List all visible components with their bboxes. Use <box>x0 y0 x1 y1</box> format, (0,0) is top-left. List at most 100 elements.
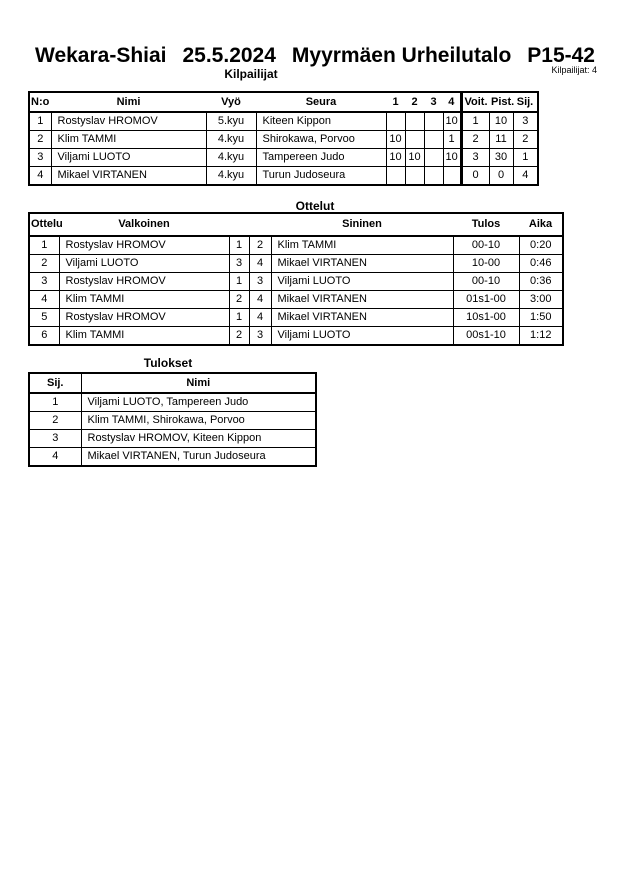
match-result: 00-10 <box>452 235 520 255</box>
col-header-match: Ottelu <box>29 213 63 237</box>
competitor-belt: 4.kyu <box>205 130 257 149</box>
competitor-name: Mikael VIRTANEN <box>50 166 207 186</box>
competitor-row: 2 Klim TAMMI 4.kyu Shirokawa, Porvoo 10 … <box>28 130 539 149</box>
white-competitor: Klim TAMMI <box>58 326 230 346</box>
score-vs-3 <box>423 111 444 131</box>
col-header-blue: Sininen <box>271 213 453 237</box>
competitor-wins: 1 <box>459 111 490 131</box>
match-result: 00s1-10 <box>452 326 520 346</box>
col-header-white: Valkoinen <box>59 213 229 237</box>
competitors-count-label: Kilpailijat: 4 <box>551 65 597 75</box>
competitor-club: Shirokawa, Porvoo <box>255 130 387 149</box>
score-vs-4: 10 <box>442 148 462 167</box>
blue-competitor-number: 3 <box>248 326 272 346</box>
result-place: 4 <box>28 447 82 467</box>
blue-competitor-number: 2 <box>248 235 272 255</box>
matches-header-row: Ottelu Valkoinen Sininen Tulos Aika <box>29 213 563 237</box>
match-number: 5 <box>28 308 60 327</box>
competitor-belt: 4.kyu <box>205 148 257 167</box>
score-vs-4 <box>442 166 462 186</box>
white-competitor-number: 2 <box>228 326 250 346</box>
col-header-wins: Voit. <box>459 92 489 113</box>
col-header-club: Seura <box>256 92 386 113</box>
competitor-points: 0 <box>488 166 514 186</box>
white-competitor: Rostyslav HROMOV <box>58 272 230 291</box>
blue-competitor-number: 4 <box>248 254 272 273</box>
result-name: Klim TAMMI, Shirokawa, Porvoo <box>80 411 317 430</box>
result-place: 1 <box>28 392 82 412</box>
competitor-wins: 3 <box>459 148 490 167</box>
competitors-section-title: Kilpailijat <box>224 67 278 81</box>
blue-competitor-number: 4 <box>248 308 272 327</box>
competitor-number: 1 <box>28 111 52 131</box>
score-vs-2 <box>404 130 425 149</box>
score-vs-2 <box>404 111 425 131</box>
match-result: 01s1-00 <box>452 290 520 309</box>
matches-table: Ottelu Valkoinen Sininen Tulos Aika 1 Ro… <box>28 212 564 346</box>
competitor-place: 1 <box>512 148 539 167</box>
match-number: 6 <box>28 326 60 346</box>
white-competitor-number: 1 <box>228 272 250 291</box>
matches-section-title: Ottelut <box>295 199 335 213</box>
competitor-name: Klim TAMMI <box>50 130 207 149</box>
result-name: Mikael VIRTANEN, Turun Judoseura <box>80 447 317 467</box>
col-header-r2: 2 <box>405 92 424 113</box>
competitor-place: 4 <box>512 166 539 186</box>
match-number: 4 <box>28 290 60 309</box>
result-place: 2 <box>28 411 82 430</box>
col-header-result: Tulos <box>453 213 519 237</box>
event-date: 25.5.2024 <box>182 44 276 67</box>
match-row: 2 Viljami LUOTO 3 4 Mikael VIRTANEN 10-0… <box>28 254 564 273</box>
col-header-place: Sij. <box>28 373 82 394</box>
col-header-blue-no <box>249 213 271 237</box>
event-name: Wekara-Shiai <box>35 44 167 67</box>
score-vs-4: 1 <box>442 130 462 149</box>
score-vs-1 <box>385 111 406 131</box>
competitor-club: Turun Judoseura <box>255 166 387 186</box>
white-competitor-number: 1 <box>228 235 250 255</box>
competitor-belt: 5.kyu <box>205 111 257 131</box>
competitor-row: 3 Viljami LUOTO 4.kyu Tampereen Judo 10 … <box>28 148 539 167</box>
score-vs-3 <box>423 166 444 186</box>
competitor-number: 4 <box>28 166 52 186</box>
result-row: 4 Mikael VIRTANEN, Turun Judoseura <box>28 447 317 467</box>
blue-competitor-number: 3 <box>248 272 272 291</box>
results-header-row: Sij. Nimi <box>28 373 317 394</box>
score-vs-1 <box>385 166 406 186</box>
col-header-name: Nimi <box>51 92 206 113</box>
score-vs-1: 10 <box>385 130 406 149</box>
match-time: 0:20 <box>518 235 564 255</box>
match-row: 5 Rostyslav HROMOV 1 4 Mikael VIRTANEN 1… <box>28 308 564 327</box>
col-header-points: Pist. <box>489 92 514 113</box>
competitor-name: Rostyslav HROMOV <box>50 111 207 131</box>
white-competitor: Rostyslav HROMOV <box>58 235 230 255</box>
blue-competitor: Viljami LUOTO <box>270 272 454 291</box>
competitors-header-row: N:o Nimi Vyö Seura 1 2 3 4 Voit. Pist. S… <box>29 92 538 113</box>
result-name: Viljami LUOTO, Tampereen Judo <box>80 392 317 412</box>
category-code: P15-42 <box>527 44 595 67</box>
competitor-place: 3 <box>512 111 539 131</box>
event-venue: Myyrmäen Urheilutalo <box>291 44 512 67</box>
competitor-row: 4 Mikael VIRTANEN 4.kyu Turun Judoseura … <box>28 166 539 186</box>
col-header-r4: 4 <box>443 92 461 113</box>
match-time: 1:12 <box>518 326 564 346</box>
col-header-belt: Vyö <box>206 92 256 113</box>
blue-competitor: Mikael VIRTANEN <box>270 290 454 309</box>
white-competitor-number: 3 <box>228 254 250 273</box>
competitor-belt: 4.kyu <box>205 166 257 186</box>
match-row: 6 Klim TAMMI 2 3 Viljami LUOTO 00s1-10 1… <box>28 326 564 346</box>
match-row: 4 Klim TAMMI 2 4 Mikael VIRTANEN 01s1-00… <box>28 290 564 309</box>
competitor-club: Tampereen Judo <box>255 148 387 167</box>
white-competitor-number: 1 <box>228 308 250 327</box>
match-result: 10-00 <box>452 254 520 273</box>
white-competitor: Rostyslav HROMOV <box>58 308 230 327</box>
score-vs-2: 10 <box>404 148 425 167</box>
score-vs-1: 10 <box>385 148 406 167</box>
blue-competitor: Mikael VIRTANEN <box>270 308 454 327</box>
result-place: 3 <box>28 429 82 448</box>
competitor-club: Kiteen Kippon <box>255 111 387 131</box>
blue-competitor: Klim TAMMI <box>270 235 454 255</box>
match-row: 1 Rostyslav HROMOV 1 2 Klim TAMMI 00-10 … <box>28 235 564 255</box>
col-header-r1: 1 <box>386 92 405 113</box>
result-name: Rostyslav HROMOV, Kiteen Kippon <box>80 429 317 448</box>
